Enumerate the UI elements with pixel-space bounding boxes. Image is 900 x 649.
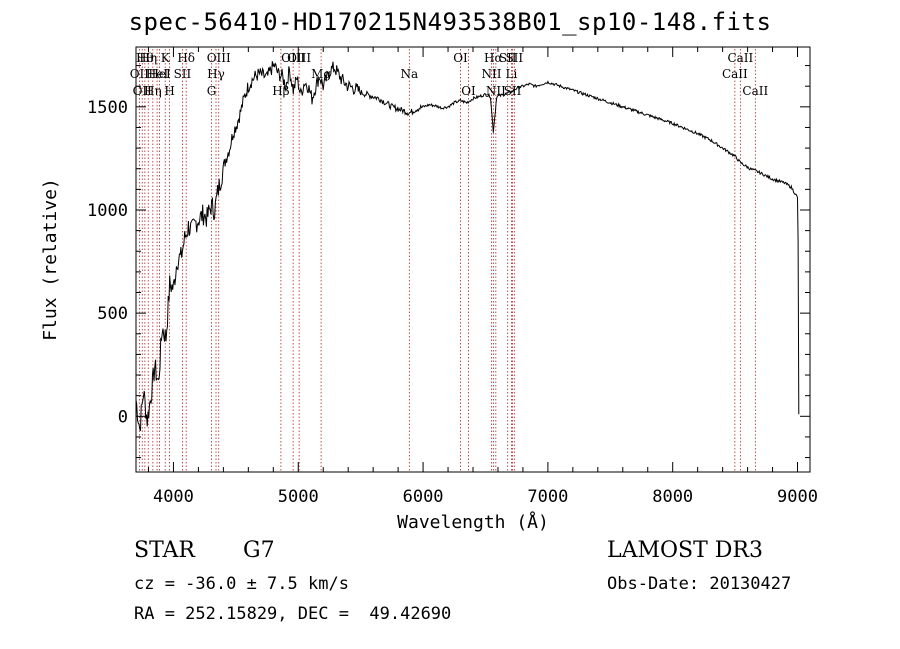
line-label-OI: OI [461,84,476,98]
line-label-Hθ: Hθ [136,51,154,65]
obs-date: Obs-Date: 20130427 [607,574,792,594]
plot-frame [135,46,811,473]
line-label-G: G [207,84,217,98]
y-tick-label: 500 [97,304,128,324]
line-label-CaII: CaII [722,67,748,81]
y-axis-label: Flux (relative) [40,178,61,341]
line-label-Hδ: Hδ [177,51,195,65]
chart-title: spec-56410-HD170215N493538B01_sp10-148.f… [128,8,772,36]
line-label-OII: OII [133,84,153,98]
line-label-HeI: HeI [146,67,169,81]
line-labels: OIIOIIHθHηHηHeIHeIKHSIIHδGHγOIIIHβOIIIOI… [130,51,769,98]
line-label-Hη: Hη [139,51,157,65]
line-label-SII: SII [504,84,522,98]
line-label-OIII: OIII [281,51,305,65]
line-label-NII: NII [481,67,501,81]
y-tick-label: 0 [118,407,128,427]
line-label-OII: OII [130,67,150,81]
line-label-OIII: OIII [287,51,311,65]
subclass: G7 [243,538,275,563]
line-label-NII: NII [486,84,506,98]
line-label-H: H [164,84,174,98]
line-label-K: K [161,51,171,65]
series-flux-line [135,61,800,431]
line-label-Li: Li [506,67,518,81]
y-tick-label: 1000 [87,201,128,221]
line-label-Na: Na [401,67,419,81]
line-label-SII: SII [174,67,192,81]
coordinates: RA = 252.15829, DEC = 49.42690 [134,604,452,624]
line-label-OIII: OIII [207,51,231,65]
object-class: STAR [134,538,195,563]
x-tick-label: 4000 [153,487,194,507]
line-label-Hα: Hα [484,51,503,65]
x-tick-label: 8000 [652,487,693,507]
axes: 4000 5000 6000 7000 8000 9000 0 500 1000 1500 [87,47,818,507]
line-label-Hγ: Hγ [207,67,225,81]
spectral-line-markers [138,49,756,472]
line-label-OI: OI [453,51,468,65]
x-tick-label: 7000 [527,487,568,507]
y-tick-label: 1500 [87,98,128,118]
x-axis-label: Wavelength (Å) [397,511,549,533]
x-tick-label: 5000 [278,487,319,507]
line-label-SII: SII [499,51,517,65]
line-label-CaII: CaII [742,84,768,98]
x-tick-label: 9000 [777,487,818,507]
line-label-HeI: HeI [148,67,171,81]
line-label-Hβ: Hβ [272,84,289,98]
line-label-SII: SII [505,51,523,65]
redshift-cz: cz = -36.0 ± 7.5 km/s [134,574,349,594]
survey-name: LAMOST DR3 [607,538,763,563]
line-label-Hη: Hη [144,84,162,98]
line-label-CaII: CaII [727,51,753,65]
x-tick-label: 6000 [403,487,444,507]
line-label-Mg: Mg [311,67,331,81]
